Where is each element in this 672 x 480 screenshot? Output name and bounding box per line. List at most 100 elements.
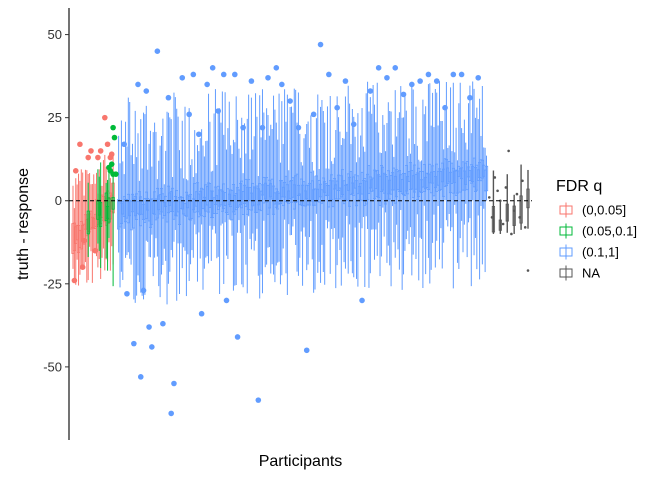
outlier-point-0-05-0-1 [108, 161, 115, 167]
outlier-point-0-0-05 [92, 247, 98, 254]
box-na [505, 203, 509, 222]
y-tick-label: 50 [48, 27, 62, 42]
outlier-point-0-1-1 [209, 65, 216, 71]
outlier-point-0-1-1 [287, 98, 293, 104]
box-na [526, 188, 530, 209]
box-na [519, 195, 523, 224]
outlier-point-0-05-0-1 [113, 171, 119, 177]
legend-key-box [559, 205, 573, 215]
outlier-point-0-1-1 [303, 347, 310, 354]
outlier-point-0-1-1 [475, 74, 482, 81]
legend-items: (0,0.05] (0.05,0.1] (0.1,1] NA [558, 201, 637, 282]
outlier-point-0-1-1 [433, 78, 440, 84]
outlier-point-0-1-1 [409, 81, 415, 88]
outlier-point-0-1-1 [248, 78, 255, 84]
outlier-point-na [521, 179, 524, 183]
legend-label: (0,0.05] [582, 203, 626, 218]
box-0-05-0-1 [99, 202, 103, 227]
outlier-point-0-1-1 [121, 141, 127, 148]
outlier-point-na [487, 196, 491, 199]
outlier-point-0-1-1 [295, 124, 302, 131]
outlier-point-0-1-1 [124, 290, 130, 297]
outlier-point-0-1-1 [310, 111, 317, 118]
legend-key-box [559, 268, 573, 278]
outlier-point-0-1-1 [259, 124, 266, 131]
outlier-point-0-1-1 [215, 108, 222, 114]
outlier-point-0-1-1 [467, 94, 473, 101]
y-tick-label: -25 [43, 276, 62, 291]
outlier-point-0-1-1 [146, 324, 152, 330]
outlier-point-0-1-1 [273, 65, 280, 71]
legend-title: FDR q [556, 178, 602, 195]
outlier-point-0-1-1 [223, 297, 230, 304]
outlier-point-na [501, 222, 505, 226]
outlier-point-0-1-1 [425, 71, 432, 78]
box-0-05-0-1 [111, 196, 115, 210]
outlier-point-0-1-1 [334, 104, 340, 111]
outlier-point-0-0-05 [108, 151, 115, 158]
outlier-point-0-0-05 [88, 148, 94, 154]
outlier-point-na [499, 199, 502, 203]
outlier-point-0-1-1 [400, 91, 407, 98]
outlier-point-0-1-1 [392, 65, 399, 71]
outlier-point-na [526, 269, 530, 272]
outlier-point-0-0-05 [79, 264, 86, 271]
outlier-point-0-1-1 [220, 71, 227, 78]
outlier-point-0-05-0-1 [111, 134, 118, 141]
outlier-point-0-0-05 [72, 168, 79, 174]
y-tick-label: 0 [55, 193, 62, 208]
outlier-point-0-1-1 [442, 104, 448, 111]
outlier-point-na [515, 192, 519, 196]
outlier-point-0-1-1 [350, 121, 357, 128]
legend-label: (0.1,1] [582, 245, 619, 260]
outlier-points [71, 41, 530, 417]
outlier-point-0-1-1 [384, 74, 390, 81]
outlier-point-na [523, 226, 527, 229]
legend-key-box [559, 226, 573, 236]
participant-ranges [71, 81, 530, 305]
legend-label: (0.05,0.1] [582, 224, 637, 239]
y-axis-title: truth - response [15, 168, 32, 280]
outlier-point-0-1-1 [450, 71, 457, 78]
box-na [491, 206, 496, 233]
outlier-point-0-1-1 [279, 81, 285, 88]
outlier-point-0-1-1 [198, 310, 205, 317]
outlier-point-0-0-05 [77, 141, 83, 148]
outlier-point-0-1-1 [265, 74, 271, 81]
outlier-point-0-1-1 [342, 78, 349, 84]
y-tick-label: -50 [43, 359, 62, 374]
outlier-point-0-1-1 [179, 74, 186, 81]
outlier-point-0-1-1 [326, 71, 332, 78]
outlier-point-0-1-1 [168, 410, 174, 417]
outlier-point-0-1-1 [367, 88, 374, 94]
outlier-point-0-1-1 [143, 88, 150, 94]
outlier-point-0-1-1 [137, 374, 144, 380]
legend-label: NA [582, 266, 600, 281]
outlier-point-0-1-1 [255, 397, 262, 403]
box-na [512, 205, 516, 226]
box-na [498, 219, 502, 231]
outlier-point-0-1-1 [190, 71, 197, 78]
outlier-point-0-1-1 [232, 71, 238, 78]
outlier-point-0-1-1 [375, 65, 382, 71]
outlier-point-0-1-1 [131, 340, 137, 347]
outlier-point-0-1-1 [135, 81, 141, 88]
outlier-point-na [518, 216, 522, 219]
legend-key-box [559, 247, 573, 257]
box-0-05-0-1 [86, 210, 90, 235]
outlier-point-0-1-1 [149, 344, 155, 350]
outlier-point-0-1-1 [458, 71, 465, 78]
outlier-point-na [504, 186, 508, 189]
outlier-point-0-1-1 [140, 287, 147, 294]
outlier-point-0-05-0-1 [110, 124, 116, 131]
outlier-point-na [510, 232, 513, 236]
box-0-05-0-1 [107, 197, 111, 223]
outlier-point-0-1-1 [186, 111, 192, 118]
outlier-point-0-1-1 [154, 48, 161, 54]
y-axis-ticks: 50 25 0 -25 -50 [43, 27, 69, 374]
outlier-point-0-0-05 [102, 114, 108, 121]
outlier-point-0-1-1 [234, 334, 241, 340]
box-0-1-1 [484, 165, 489, 192]
outlier-point-na [512, 209, 516, 213]
